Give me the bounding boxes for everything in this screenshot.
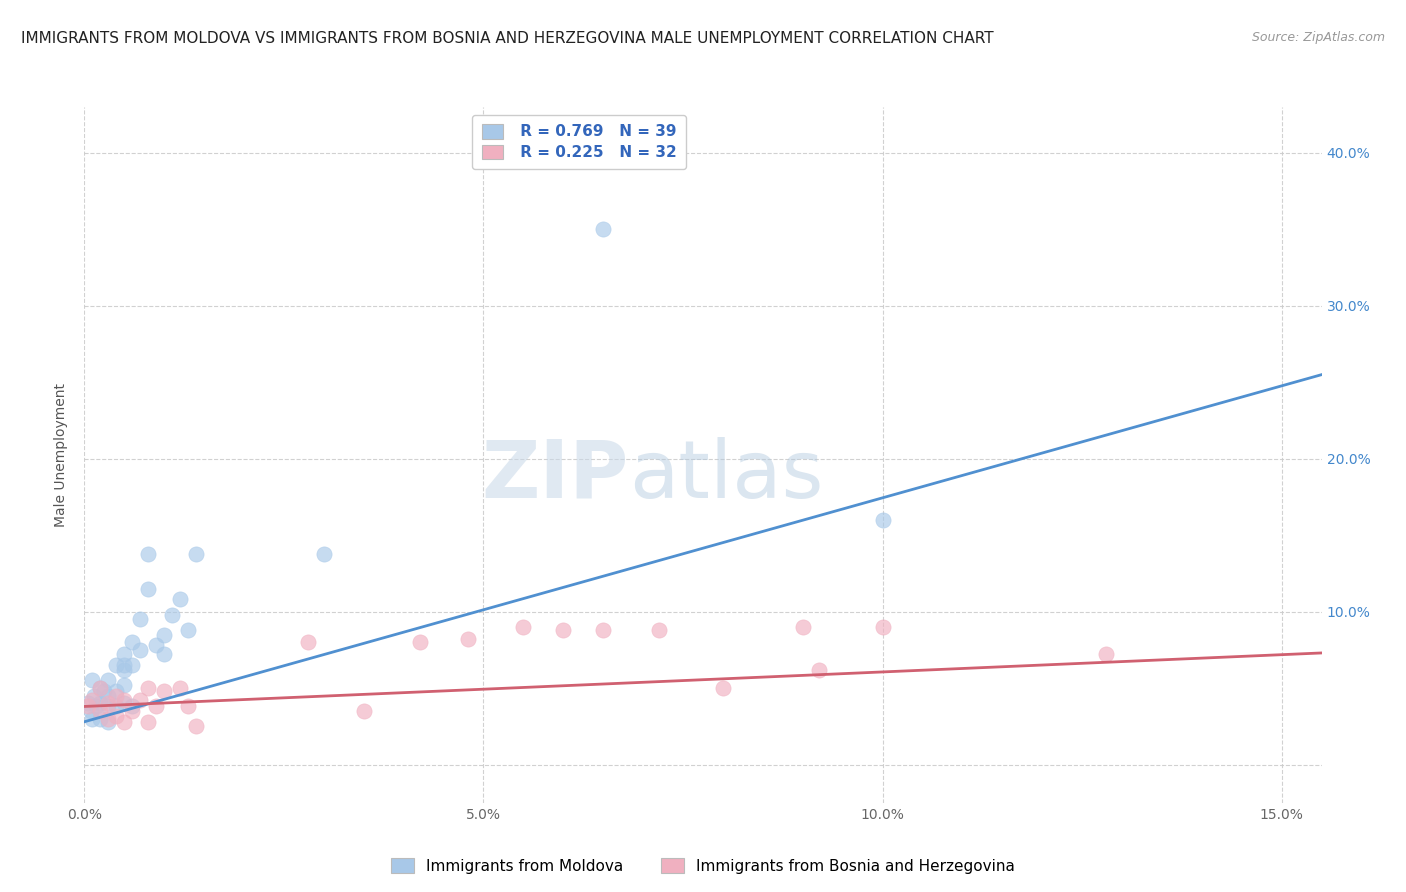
Point — [77, 697, 100, 711]
Point — [89, 712, 111, 726]
Point — [136, 582, 159, 596]
Point — [160, 607, 183, 622]
Text: Source: ZipAtlas.com: Source: ZipAtlas.com — [1251, 31, 1385, 45]
Point — [89, 704, 111, 718]
Point — [112, 678, 135, 692]
Point — [297, 635, 319, 649]
Point — [121, 699, 143, 714]
Point — [82, 712, 104, 726]
Point — [105, 699, 128, 714]
Point — [872, 513, 894, 527]
Text: IMMIGRANTS FROM MOLDOVA VS IMMIGRANTS FROM BOSNIA AND HERZEGOVINA MALE UNEMPLOYM: IMMIGRANTS FROM MOLDOVA VS IMMIGRANTS FR… — [21, 31, 994, 46]
Point — [136, 714, 159, 729]
Point — [807, 663, 830, 677]
Point — [105, 689, 128, 703]
Point — [312, 547, 335, 561]
Point — [82, 693, 104, 707]
Point — [82, 673, 104, 688]
Point — [169, 592, 191, 607]
Point — [97, 699, 120, 714]
Point — [177, 623, 200, 637]
Point — [145, 638, 167, 652]
Point — [121, 704, 143, 718]
Point — [648, 623, 671, 637]
Point — [169, 681, 191, 695]
Point — [129, 693, 152, 707]
Y-axis label: Male Unemployment: Male Unemployment — [55, 383, 69, 527]
Point — [129, 643, 152, 657]
Point — [80, 704, 103, 718]
Point — [1095, 648, 1118, 662]
Point — [97, 714, 120, 729]
Point — [112, 663, 135, 677]
Point — [105, 708, 128, 723]
Point — [121, 658, 143, 673]
Point — [97, 712, 120, 726]
Point — [153, 684, 176, 698]
Point — [153, 627, 176, 641]
Text: ZIP: ZIP — [481, 437, 628, 515]
Text: atlas: atlas — [628, 437, 823, 515]
Point — [592, 623, 614, 637]
Point — [153, 648, 176, 662]
Point — [83, 689, 105, 703]
Point — [512, 620, 534, 634]
Point — [872, 620, 894, 634]
Point — [177, 699, 200, 714]
Legend:  R = 0.769   N = 39,  R = 0.225   N = 32: R = 0.769 N = 39, R = 0.225 N = 32 — [472, 115, 686, 169]
Point — [105, 658, 128, 673]
Point — [86, 699, 108, 714]
Point — [89, 697, 111, 711]
Point — [97, 689, 120, 703]
Point — [89, 681, 111, 695]
Point — [145, 699, 167, 714]
Point — [136, 681, 159, 695]
Point — [408, 635, 430, 649]
Point — [112, 697, 135, 711]
Point — [184, 719, 207, 733]
Point — [121, 635, 143, 649]
Point — [136, 547, 159, 561]
Point — [77, 699, 100, 714]
Point — [112, 714, 135, 729]
Point — [89, 681, 111, 695]
Point — [353, 704, 375, 718]
Point — [184, 547, 207, 561]
Point — [93, 684, 115, 698]
Point — [97, 697, 120, 711]
Legend: Immigrants from Moldova, Immigrants from Bosnia and Herzegovina: Immigrants from Moldova, Immigrants from… — [385, 852, 1021, 880]
Point — [592, 222, 614, 236]
Point — [112, 658, 135, 673]
Point — [105, 684, 128, 698]
Point — [112, 648, 135, 662]
Point — [97, 673, 120, 688]
Point — [112, 693, 135, 707]
Point — [553, 623, 575, 637]
Point — [792, 620, 814, 634]
Point — [129, 612, 152, 626]
Point — [457, 632, 479, 647]
Point — [711, 681, 734, 695]
